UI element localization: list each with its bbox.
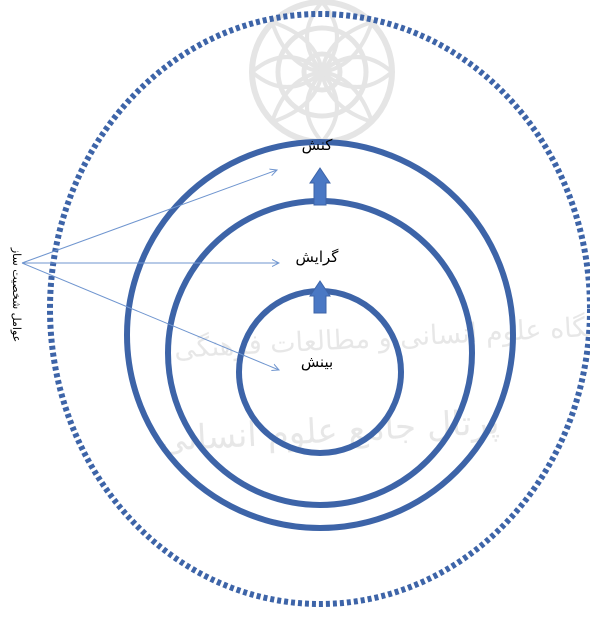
label-inner: بینش	[301, 353, 333, 371]
side-label: عوامل شخصیت ساز	[10, 247, 23, 342]
outer-ring	[124, 139, 516, 531]
pointer-line-inner	[21, 262, 279, 370]
up-arrow-inner-to-middle	[309, 280, 331, 314]
label-outer: کنش	[302, 136, 334, 154]
pointer-lines	[21, 170, 279, 370]
pointer-line-outer	[21, 170, 277, 264]
label-middle: گرایش	[296, 248, 340, 266]
watermark-emblem	[249, 0, 395, 145]
watermark: پژوهشگاه علوم انسانی و مطالعات فرهنگی پر…	[158, 0, 590, 460]
outer-dotted-ring	[47, 11, 590, 607]
up-arrow-middle-to-outer	[309, 167, 331, 206]
